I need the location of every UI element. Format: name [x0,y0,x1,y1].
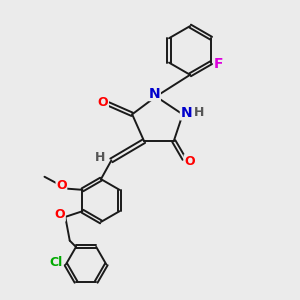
Text: F: F [214,57,224,71]
Text: N: N [180,106,192,120]
Text: O: O [56,179,67,192]
Text: H: H [95,151,105,164]
Text: O: O [184,155,195,168]
Text: Cl: Cl [50,256,63,269]
Text: O: O [98,96,108,109]
Text: H: H [194,106,204,119]
Text: N: N [148,86,160,100]
Text: O: O [55,208,65,221]
